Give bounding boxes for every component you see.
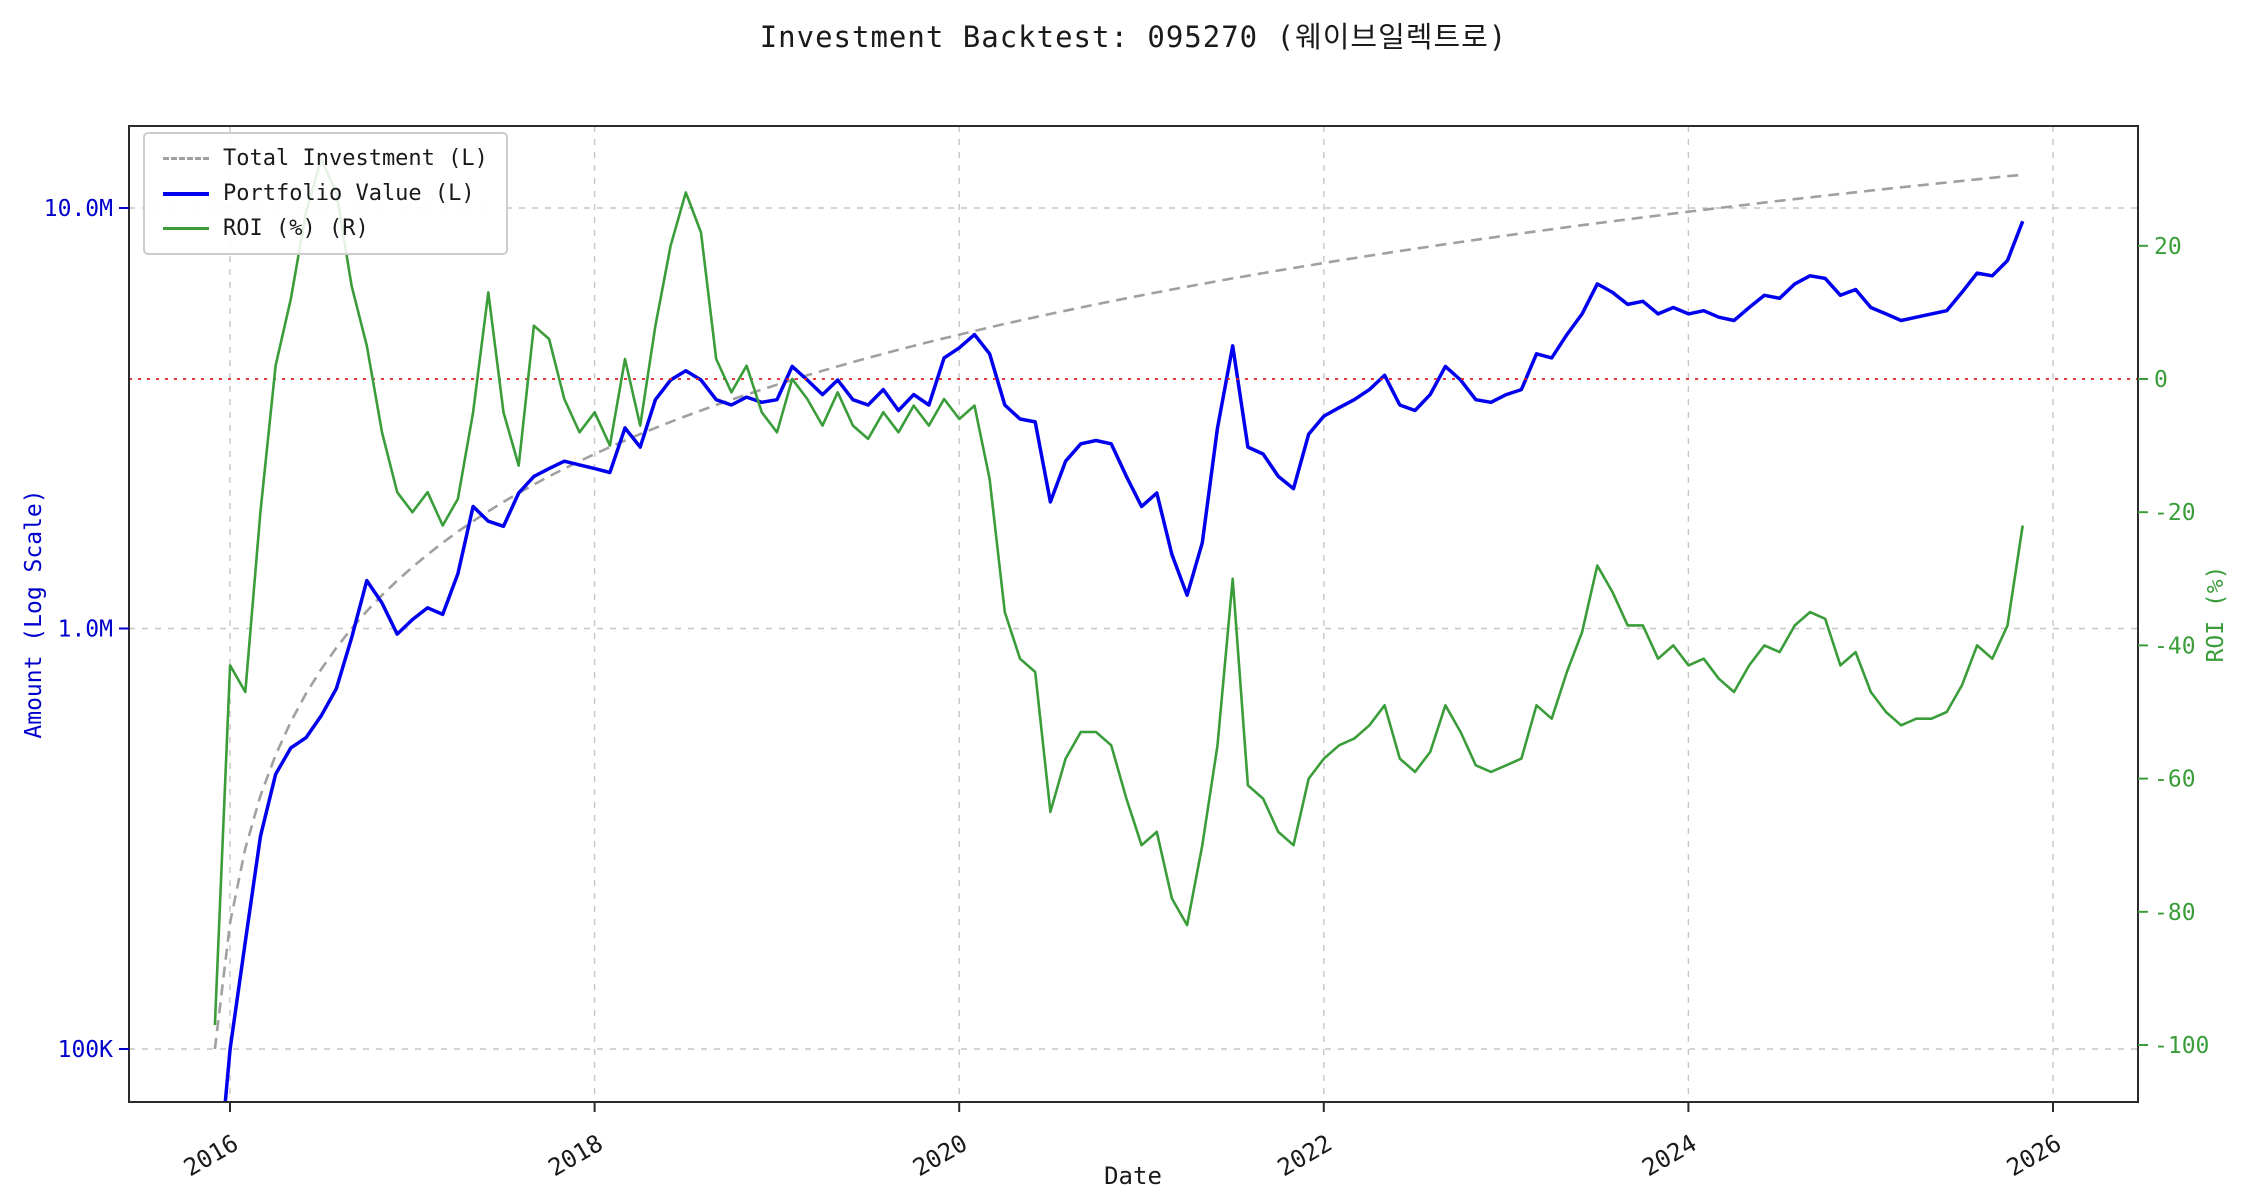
legend-item-total-investment: Total Investment (L): [163, 146, 488, 171]
svg-text:2024: 2024: [1637, 1129, 1701, 1182]
svg-text:2020: 2020: [908, 1129, 972, 1182]
plot-area: [129, 126, 2138, 1102]
chart-title: Investment Backtest: 095270 (웨이브일렉트로): [759, 20, 1508, 54]
amount-axis-label: Amount (Log Scale): [21, 489, 47, 739]
legend-item-roi: ROI (%) (R): [163, 216, 488, 241]
gridlines: [129, 126, 2138, 1102]
svg-text:2022: 2022: [1273, 1129, 1337, 1182]
svg-text:-60: -60: [2154, 767, 2196, 793]
legend-label: ROI (%) (R): [223, 216, 369, 241]
dashed-line-icon: [163, 157, 209, 160]
roi-axis-label: ROI (%): [2203, 565, 2229, 663]
amount-axis-ticks: 10.0M 1.0M 100K: [44, 196, 129, 1063]
date-axis-label: Date: [1104, 1162, 1162, 1190]
legend-label: Total Investment (L): [223, 146, 488, 171]
solid-blue-line-icon: [163, 191, 209, 196]
svg-text:-80: -80: [2154, 900, 2196, 926]
svg-text:100K: 100K: [58, 1037, 114, 1063]
svg-text:0: 0: [2154, 367, 2168, 393]
plot-border: [128, 125, 2139, 1103]
legend-item-portfolio-value: Portfolio Value (L): [163, 181, 488, 206]
svg-text:2018: 2018: [544, 1129, 608, 1182]
svg-text:2016: 2016: [179, 1129, 243, 1182]
roi-axis-ticks: 20 0 -20 -40 -60 -80 -100: [2138, 234, 2209, 1059]
solid-green-line-icon: [163, 227, 209, 230]
portfolio-value-line: [223, 220, 2025, 1102]
roi-line: [213, 157, 2024, 1026]
legend-label: Portfolio Value (L): [223, 181, 475, 206]
svg-text:-20: -20: [2154, 500, 2196, 526]
svg-text:10.0M: 10.0M: [44, 196, 113, 222]
legend: Total Investment (L) Portfolio Value (L)…: [143, 132, 508, 255]
svg-text:2026: 2026: [2002, 1129, 2066, 1182]
svg-text:1.0M: 1.0M: [58, 617, 113, 643]
total-investment-line: [213, 173, 2023, 1050]
svg-text:-100: -100: [2154, 1033, 2209, 1059]
svg-text:-40: -40: [2154, 633, 2196, 659]
svg-text:20: 20: [2154, 234, 2182, 260]
